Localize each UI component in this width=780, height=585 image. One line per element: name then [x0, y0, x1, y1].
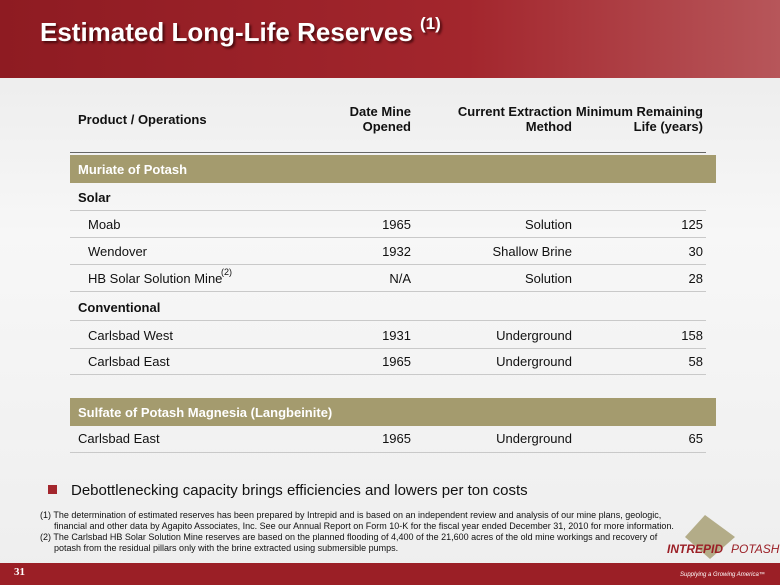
cell: 1965 — [382, 217, 411, 232]
bullet: Debottlenecking capacity brings efficien… — [48, 482, 528, 499]
page-number: 31 — [14, 566, 25, 578]
cell: Solution — [525, 271, 572, 286]
cell: 28 — [688, 271, 703, 286]
slide-title: Estimated Long-Life Reserves (1) — [40, 14, 441, 48]
cell: Wendover — [88, 244, 148, 259]
footnote: (1) The determination of estimated reser… — [40, 510, 674, 531]
cell: Underground — [496, 354, 572, 369]
section-title: Sulfate of Potash Magnesia (Langbeinite) — [78, 405, 333, 420]
rule — [70, 320, 706, 321]
cell: 1965 — [382, 354, 411, 369]
column-header: Current Extraction Method — [457, 104, 572, 134]
column-header: Date Mine Opened — [349, 104, 411, 134]
cell: 65 — [688, 431, 703, 446]
footnote: (2) The Carlsbad HB Solar Solution Mine … — [40, 532, 658, 553]
section-title: Muriate of Potash — [78, 162, 188, 177]
logo: INTREPID POTASH — [667, 515, 780, 559]
logo-name: INTREPID — [667, 542, 723, 556]
row-note: (2) — [221, 267, 232, 277]
group-title: Conventional — [78, 300, 161, 315]
cell: 158 — [681, 328, 703, 343]
column-header: Minimum Remaining Life (years) — [575, 104, 703, 134]
cell: 1931 — [382, 328, 411, 343]
title-note: (1) — [420, 14, 441, 33]
cell: Moab — [88, 217, 121, 232]
column-header: Product / Operations — [78, 112, 207, 127]
cell: Carlsbad East — [88, 354, 170, 369]
cell: Underground — [496, 431, 572, 446]
footer-band — [0, 563, 780, 585]
rule — [70, 237, 706, 238]
cell: Underground — [496, 328, 572, 343]
cell: 1932 — [382, 244, 411, 259]
cell: 1965 — [382, 431, 411, 446]
cell: 30 — [688, 244, 703, 259]
section-band: Muriate of Potash — [70, 155, 716, 183]
title-text: Estimated Long-Life Reserves — [40, 17, 413, 47]
cell: 58 — [688, 354, 703, 369]
cell: Shallow Brine — [492, 244, 573, 259]
cell: HB Solar Solution Mine — [88, 271, 223, 286]
group-title: Solar — [78, 190, 111, 205]
cell: Carlsbad West — [88, 328, 174, 343]
rule — [70, 452, 706, 453]
logo-name: POTASH — [731, 542, 780, 556]
cell: Solution — [525, 217, 572, 232]
bullet-text: Debottlenecking capacity brings efficien… — [71, 482, 528, 499]
rule — [70, 291, 706, 292]
section-band: Sulfate of Potash Magnesia (Langbeinite) — [70, 398, 716, 426]
header-band — [0, 0, 780, 78]
rule — [70, 152, 706, 153]
cell: Carlsbad East — [78, 431, 160, 446]
cell: N/A — [389, 271, 411, 286]
rule — [70, 264, 706, 265]
tagline: Supplying a Growing America™ — [680, 572, 765, 578]
cell: 125 — [681, 217, 703, 232]
rule — [70, 348, 706, 349]
rule — [70, 374, 706, 375]
rule — [70, 210, 706, 211]
